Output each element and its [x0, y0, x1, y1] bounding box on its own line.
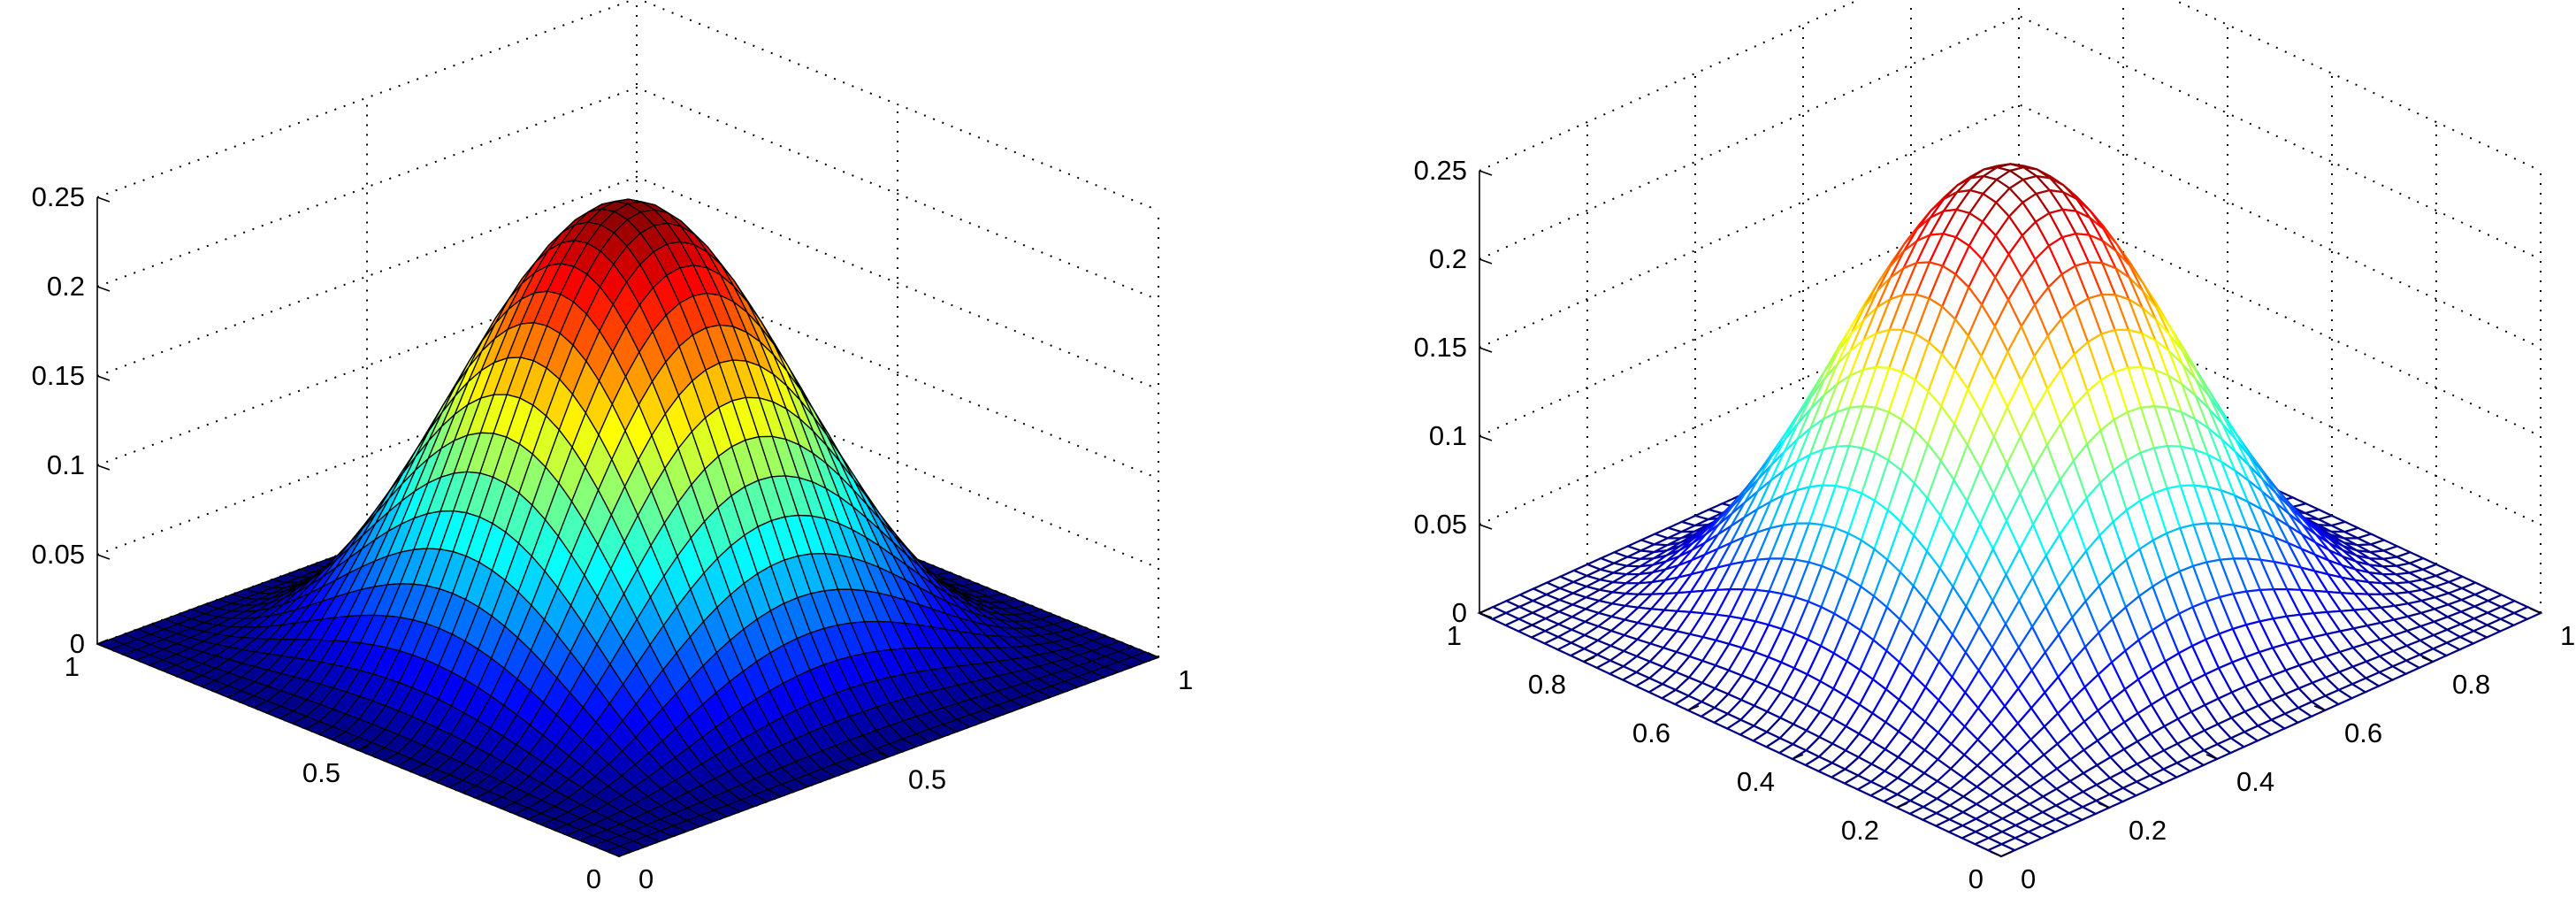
left-z-tick — [96, 375, 111, 381]
left-z-tick — [96, 643, 111, 649]
right-y-tick-label: 1 — [2560, 620, 2575, 651]
right-z-tick — [1479, 612, 1493, 618]
left-z-tick-label: 0.2 — [47, 271, 85, 302]
right-z-tick-label: 0 — [1452, 597, 1467, 628]
left-zgrid-line — [96, 175, 1159, 390]
right-z-tick — [1479, 435, 1493, 441]
right-x-tick-label: 0 — [1968, 863, 1984, 894]
right-x-tick-label: 0.8 — [1528, 669, 1566, 700]
left-z-tick-label: 0.15 — [32, 360, 85, 391]
right-x-tick — [2000, 851, 2013, 857]
right-x-tick — [1896, 802, 1908, 809]
right-x-tick — [1479, 608, 1491, 614]
left-z-tick-label: 0.1 — [47, 449, 85, 480]
right-z-tick — [1479, 347, 1493, 353]
right-z-tick — [1479, 524, 1493, 530]
right-y-tick-label: 0.4 — [2236, 766, 2274, 797]
right-zgrid-line — [1479, 0, 2542, 172]
left-y-tick-label: 0.5 — [908, 764, 946, 795]
right-z-tick-label: 0.05 — [1414, 509, 1467, 540]
left-y-tick — [608, 851, 620, 857]
right-y-tick — [2529, 608, 2542, 614]
right-x-tick-label: 1 — [1447, 620, 1462, 651]
left-x-tick — [357, 745, 370, 751]
left-z-tick-label: 0.25 — [32, 181, 85, 212]
mesh-plot-right: 00.050.10.150.20.2500.20.40.60.8100.20.4… — [1414, 0, 2576, 894]
left-z-tick — [96, 196, 111, 203]
left-x-tick — [96, 639, 109, 645]
right-y-tick-label: 0.2 — [2129, 815, 2167, 846]
left-y-tick — [1147, 652, 1159, 658]
right-y-tick-label: 0.8 — [2452, 669, 2490, 700]
right-z-tick — [1479, 170, 1493, 176]
left-zgrid-line — [96, 0, 1159, 211]
left-x-tick-label: 1 — [65, 651, 80, 682]
right-z-tick — [1479, 258, 1493, 265]
right-z-tick-label: 0.15 — [1414, 332, 1467, 363]
right-y-tick — [2098, 802, 2110, 809]
left-x-tick — [618, 851, 631, 857]
left-y-tick-label: 0 — [638, 863, 654, 894]
right-y-tick-label: 0.6 — [2344, 717, 2382, 748]
right-x-tick — [1792, 754, 1804, 760]
right-z-tick-label: 0.2 — [1429, 243, 1467, 274]
left-surface — [96, 198, 1160, 857]
right-z-tick-label: 0.1 — [1429, 420, 1467, 451]
right-tick-labels: 00.050.10.150.20.2500.20.40.60.8100.20.4… — [1414, 155, 2576, 894]
left-z-tick — [96, 554, 111, 560]
left-x-tick-label: 0 — [586, 863, 601, 894]
right-x-tick-label: 0.6 — [1632, 717, 1670, 748]
right-y-tick — [1990, 851, 2002, 857]
right-y-tick — [2205, 754, 2218, 760]
right-z-tick-label: 0.25 — [1414, 155, 1467, 186]
left-z-tick-label: 0 — [70, 628, 85, 659]
right-x-tick-label: 0.4 — [1737, 766, 1775, 797]
left-z-tick — [96, 286, 111, 292]
right-x-tick — [1583, 656, 1595, 663]
right-y-tick-label: 0 — [2021, 863, 2036, 894]
left-z-tick-label: 0.05 — [32, 539, 85, 570]
left-zgrid-line — [96, 86, 1159, 301]
left-z-tick — [96, 464, 111, 471]
right-surface — [1477, 163, 2543, 858]
left-x-tick-label: 0.5 — [302, 757, 340, 788]
left-y-tick — [877, 751, 890, 758]
right-y-tick — [2421, 656, 2434, 663]
right-x-tick — [1687, 705, 1700, 711]
right-y-tick — [2313, 705, 2326, 711]
left-y-tick-label: 1 — [1178, 664, 1193, 695]
right-x-tick-label: 0.2 — [1841, 815, 1879, 846]
